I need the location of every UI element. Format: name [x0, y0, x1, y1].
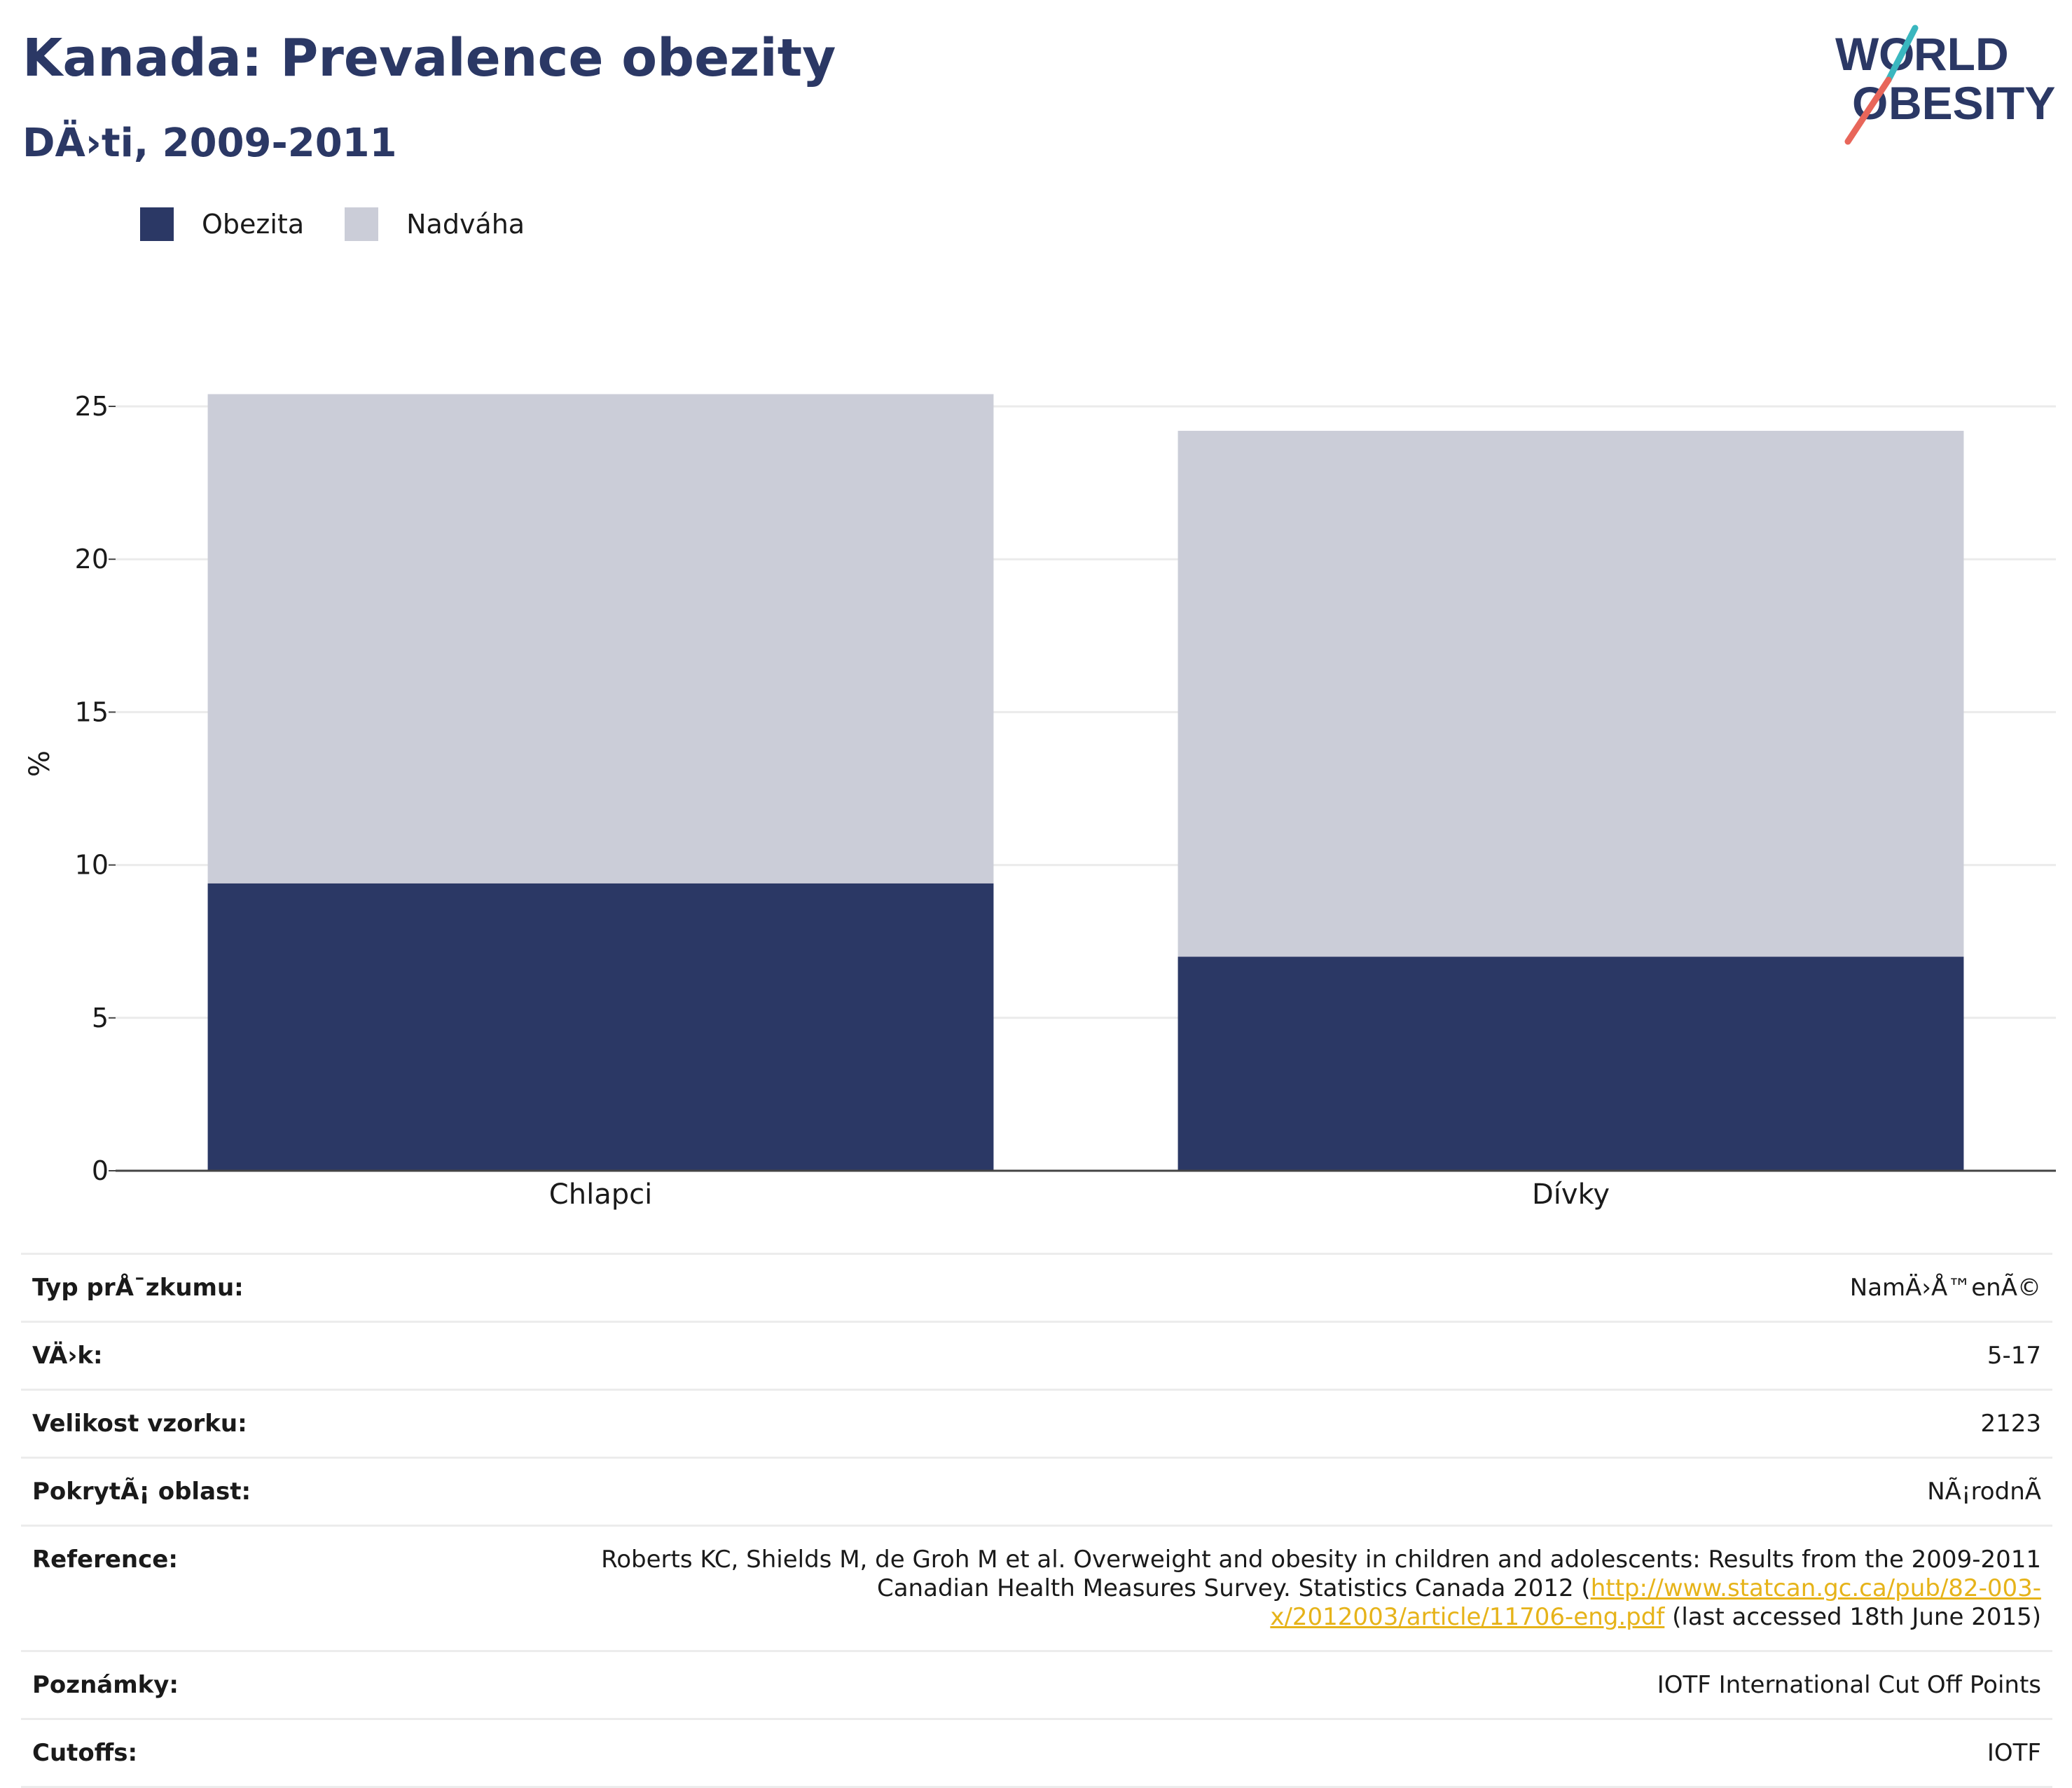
info-value: NÃ¡rodnÃ­ — [1927, 1478, 2041, 1506]
reference-text-before: Roberts KC, Shields M, de Groh M et al. … — [601, 1546, 2041, 1602]
info-row-area-covered: PokrytÃ¡ oblast: NÃ¡rodnÃ­ — [21, 1459, 2052, 1527]
y-tick-label: 0 — [92, 1155, 109, 1186]
y-tick-label: 15 — [75, 696, 109, 727]
info-row-cutoffs: Cutoffs: IOTF — [21, 1720, 2052, 1788]
world-obesity-logo: W O RLD O BESITY — [1835, 25, 2055, 145]
chart-legend: Obezita Nadváha — [140, 207, 565, 241]
info-label: Velikost vzorku: — [32, 1410, 247, 1438]
info-label: Reference: — [32, 1546, 178, 1574]
info-value: 2123 — [1980, 1410, 2041, 1438]
svg-text:W: W — [1835, 28, 1879, 80]
legend-swatch-nadvaha — [345, 207, 379, 241]
y-tick-label: 25 — [75, 391, 109, 422]
page-subtitle: DÄ›ti, 2009-2011 — [22, 121, 397, 166]
info-row-sample-size: Velikost vzorku: 2123 — [21, 1391, 2052, 1459]
reference-text-after: (last accessed 18th June 2015) — [1664, 1603, 2041, 1631]
y-tick-label: 20 — [75, 544, 109, 575]
page-title: Kanada: Prevalence obezity — [22, 28, 836, 88]
bar-obezita-0 — [207, 883, 994, 1171]
reference-link[interactable]: http://www.statcan.gc.ca/pub/82-003-x/20… — [1270, 1574, 2041, 1631]
y-tick-label: 5 — [92, 1003, 109, 1033]
info-label: PokrytÃ¡ oblast: — [32, 1478, 251, 1506]
stacked-bar-chart: 0 5 10 15 20 25% Chlapci Dívky — [24, 391, 2056, 1211]
info-label: Typ prÅ¯zkumu: — [32, 1274, 244, 1302]
info-row-age: VÄ›k: 5-17 — [21, 1323, 2052, 1391]
info-value: NamÄ›Å™enÃ© — [1849, 1274, 2041, 1302]
bar-nadvaha-1 — [1177, 430, 1964, 957]
legend-label-nadvaha: Nadváha — [406, 209, 525, 240]
x-tick-label: Dívky — [1532, 1178, 1610, 1211]
x-tick-label: Chlapci — [549, 1178, 652, 1211]
svg-text:RLD: RLD — [1914, 28, 2009, 80]
info-label: Poznámky: — [32, 1671, 179, 1699]
info-label: VÄ›k: — [32, 1342, 103, 1370]
legend-swatch-obezita — [140, 207, 174, 241]
info-row-reference: Reference: Roberts KC, Shields M, de Gro… — [21, 1527, 2052, 1652]
legend-item-obezita: Obezita — [140, 207, 304, 241]
svg-text:BESITY: BESITY — [1888, 77, 2055, 129]
bar-nadvaha-0 — [207, 394, 994, 883]
info-value: IOTF International Cut Off Points — [1657, 1671, 2041, 1699]
y-tick-label: 10 — [75, 850, 109, 881]
info-row-notes: Poznámky: IOTF International Cut Off Poi… — [21, 1652, 2052, 1720]
info-table: Typ prÅ¯zkumu: NamÄ›Å™enÃ© VÄ›k: 5-17 Ve… — [21, 1253, 2052, 1788]
info-row-survey-type: Typ prÅ¯zkumu: NamÄ›Å™enÃ© — [21, 1255, 2052, 1323]
legend-label-obezita: Obezita — [202, 209, 305, 240]
reference-text: Roberts KC, Shields M, de Groh M et al. … — [598, 1546, 2041, 1632]
info-value: 5-17 — [1987, 1342, 2041, 1370]
bar-obezita-1 — [1177, 956, 1964, 1171]
y-axis-label: % — [24, 750, 56, 777]
legend-item-nadvaha: Nadváha — [345, 207, 525, 241]
